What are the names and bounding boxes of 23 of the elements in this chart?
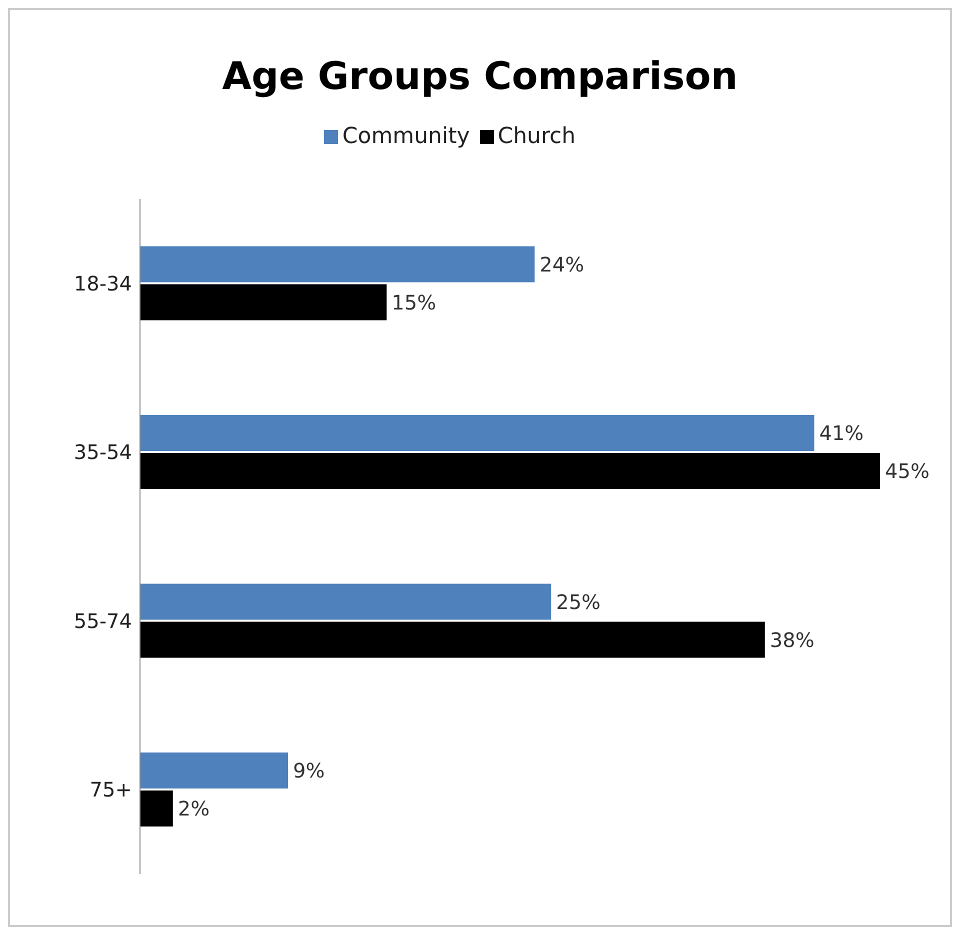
data-label: 9% <box>293 758 325 783</box>
data-label: 2% <box>178 796 210 821</box>
data-label: 25% <box>556 590 601 614</box>
chart-title: Age Groups Comparison <box>221 53 739 100</box>
data-label: 45% <box>885 459 930 484</box>
data-label: 15% <box>392 290 436 314</box>
bar <box>140 622 765 658</box>
legend-label: Community <box>342 124 470 149</box>
y-tick-label: 75+ <box>90 778 132 802</box>
bar <box>140 584 552 620</box>
data-label: 38% <box>770 628 814 652</box>
data-label: 24% <box>540 252 584 276</box>
bar <box>140 246 535 282</box>
bar <box>140 752 288 788</box>
bar <box>140 790 173 826</box>
bar <box>140 415 814 451</box>
bar <box>140 284 387 320</box>
legend-label: Church <box>498 124 576 149</box>
bar <box>140 453 880 489</box>
y-tick-label: 18-34 <box>74 271 132 296</box>
data-label: 41% <box>819 421 864 446</box>
y-tick-label: 35-54 <box>74 440 132 464</box>
y-tick-label: 55-74 <box>74 608 132 633</box>
